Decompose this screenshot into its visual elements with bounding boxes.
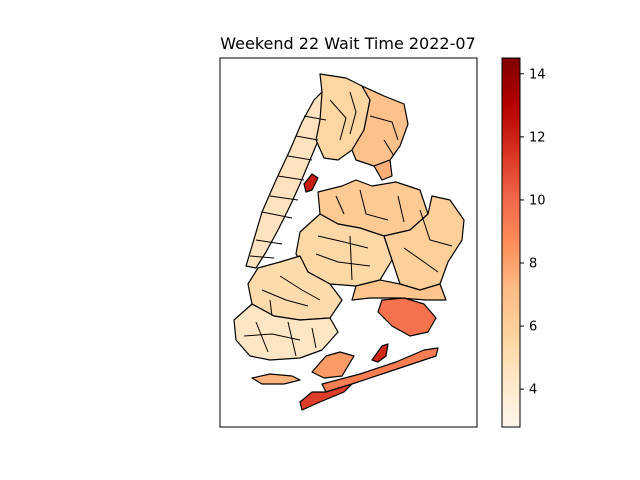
zone-boundary-line: [397, 195, 405, 223]
zone-boundary-line: [349, 91, 357, 135]
zone-rockaway-west: [299, 383, 353, 411]
zone-boundary-line: [249, 255, 275, 259]
zone-boundary-line: [295, 135, 319, 141]
zone-boundary-line: [359, 189, 389, 221]
zone-boundaries: [243, 91, 453, 357]
colorbar-tick-label: 12: [529, 130, 546, 145]
colorbar: 4 6 8 10 12 14: [501, 57, 546, 428]
zone-boundary-line: [279, 275, 321, 301]
zone-boundary-line: [329, 99, 347, 141]
zone-boundary-line: [303, 115, 327, 121]
zone-brooklyn-south: [233, 303, 339, 361]
zone-jamaica-south: [351, 279, 447, 301]
map-title: Weekend 22 Wait Time 2022-07: [220, 34, 475, 53]
map-axes: [219, 57, 478, 428]
zone-boundary-line: [255, 321, 269, 353]
zone-boundary-line: [349, 235, 353, 281]
zone-boundary-line: [311, 327, 317, 349]
zone-boundary-line: [277, 175, 305, 181]
colorbar-gradient: [501, 57, 521, 428]
zone-boundary-line: [269, 195, 299, 201]
zone-boundary-line: [269, 299, 273, 317]
zone-boundary-line: [261, 211, 293, 219]
zone-roosevelt-island: [303, 173, 319, 193]
zone-boundary-line: [369, 115, 399, 141]
zone-queens-east: [383, 195, 465, 291]
zone-boundary-line: [243, 333, 301, 341]
zone-jamaica-bay-island: [311, 351, 355, 379]
zone-boundary-line: [419, 209, 453, 247]
zone-broad-channel: [371, 343, 389, 363]
zone-boundary-line: [261, 289, 309, 307]
colorbar-tick-label: 8: [529, 257, 537, 272]
zone-boundary-line: [255, 239, 283, 245]
zone-brooklyn-north: [247, 255, 343, 321]
colorbar-tick-label: 14: [529, 67, 546, 82]
colorbar-tick-label: 10: [529, 193, 546, 208]
zone-boundary-line: [403, 247, 439, 273]
map-zones: [233, 73, 465, 411]
zone-boundary-line: [335, 195, 345, 215]
zone-boundary-line: [383, 139, 395, 157]
zone-boundary-line: [315, 253, 371, 267]
zone-boundary-line: [317, 235, 369, 249]
zone-hunts-point: [373, 159, 393, 181]
zone-boundary-line: [287, 321, 297, 357]
colorbar-tick-label: 4: [529, 383, 537, 398]
colorbar-tick-label: 6: [529, 320, 537, 335]
zone-boundary-line: [287, 155, 313, 161]
zone-coney-island: [251, 373, 301, 385]
colorbar-ticks: 4 6 8 10 12 14: [520, 67, 546, 398]
zone-jfk-airport: [377, 297, 437, 337]
